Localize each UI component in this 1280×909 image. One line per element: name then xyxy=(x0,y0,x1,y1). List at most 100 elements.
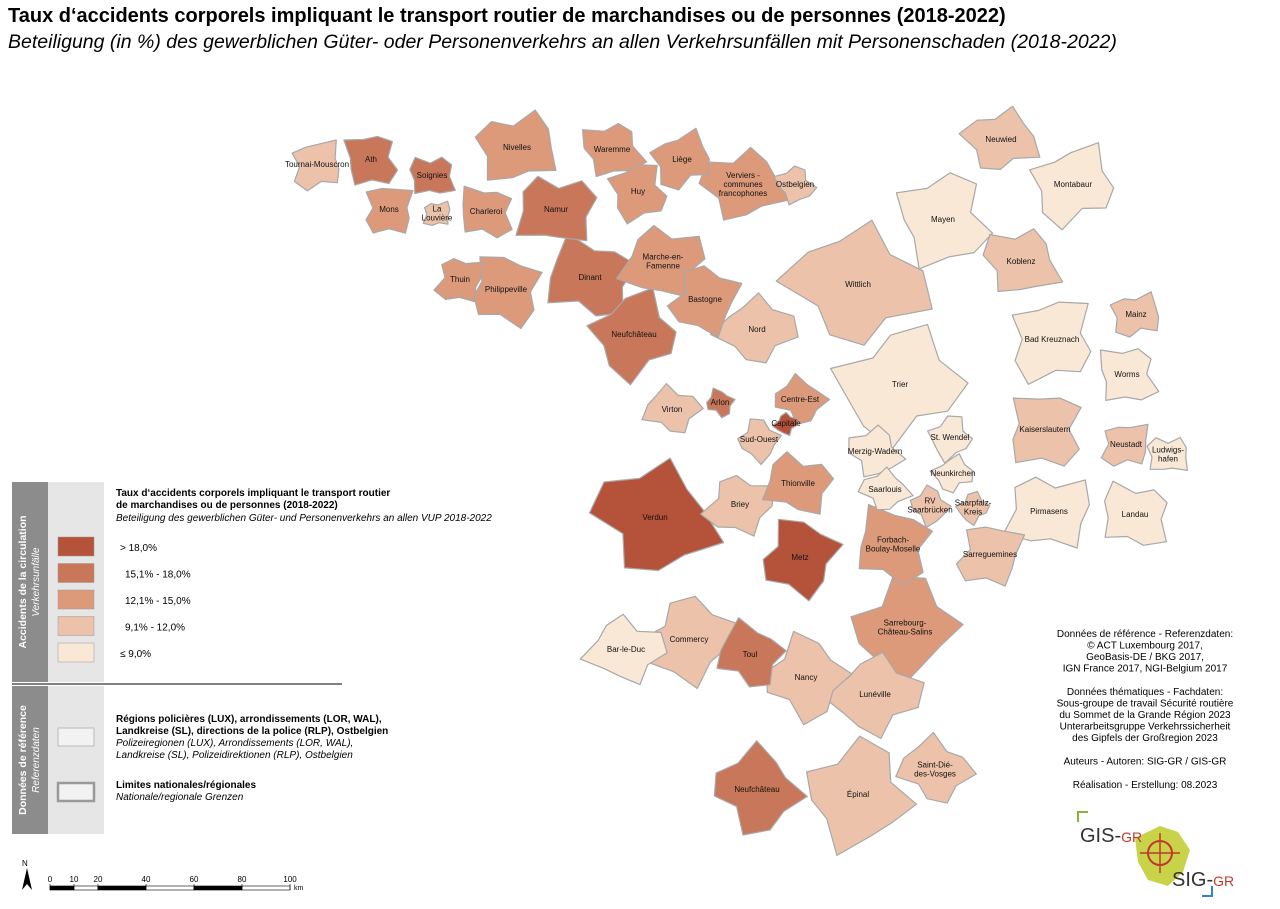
region-label: Saarlouis xyxy=(868,485,901,494)
region xyxy=(929,453,974,494)
source-line: du Sommet de la Grande Région 2023 xyxy=(1059,710,1231,721)
legend-ref-label-de: Polizeiregionen (LUX), Arrondissements (… xyxy=(116,738,353,749)
legend-side xyxy=(12,686,48,834)
region xyxy=(762,518,844,602)
region xyxy=(954,490,991,527)
region-label: Arlon xyxy=(711,398,730,407)
region-label: RV Saarbrücken xyxy=(907,497,952,515)
region xyxy=(848,424,907,478)
region-label: Sud-Ouest xyxy=(740,435,779,444)
legend-ref-label-de: Nationale/regionale Grenzen xyxy=(116,792,244,803)
region xyxy=(547,232,638,317)
scale-segment xyxy=(73,885,99,891)
region-label: Dinant xyxy=(578,273,602,282)
region-label: Nancy xyxy=(795,673,818,682)
region xyxy=(649,127,710,191)
legend-section: Accidents de la circulation xyxy=(17,515,29,648)
region-label: Huy xyxy=(631,187,645,196)
legend-swatch xyxy=(57,642,95,663)
region-label: Verdun xyxy=(642,513,667,522)
region-label: Bad Kreuznach xyxy=(1025,335,1080,344)
region-label: Capitale xyxy=(771,419,801,428)
logo-corner xyxy=(1202,886,1213,897)
region-label: Ludwigs-hafen xyxy=(1152,446,1184,464)
source-line: Réalisation - Erstellung: 08.2023 xyxy=(1073,780,1218,791)
legend-section-de: Verkehrsunfälle xyxy=(31,547,42,617)
scale-label: 20 xyxy=(94,875,103,884)
region-label: Liège xyxy=(672,155,692,164)
legend-section-de: Referenzdaten xyxy=(31,727,42,793)
region-label: Thionville xyxy=(781,479,815,488)
region xyxy=(716,617,787,688)
source-line: © ACT Luxembourg 2017, xyxy=(1087,641,1203,652)
legend-ref-label: Landkreise (SL), directions de la police… xyxy=(116,726,388,737)
logo: GIS-GR SIG-GR xyxy=(1077,811,1234,897)
region-label: Nivelles xyxy=(503,143,531,152)
region xyxy=(588,457,725,572)
legend-ref-label: Limites nationales/régionales xyxy=(116,780,256,791)
region-label: Sarrebourg-Château-Salins xyxy=(878,619,933,637)
scale-label: 80 xyxy=(238,875,247,884)
region xyxy=(1103,480,1168,546)
logo-text: GR xyxy=(1213,873,1234,889)
region-label: Worms xyxy=(1114,370,1139,379)
region-labels: Verdun Épinal Trier Wittlich Neufchâteau Sarr… xyxy=(285,135,1184,799)
subtitle: Beteiligung (in %) des gewerblichen Güte… xyxy=(8,31,1117,53)
region-label: Bastogne xyxy=(688,295,722,304)
region-label: Lunéville xyxy=(859,690,891,699)
region xyxy=(1109,291,1160,338)
region-label: Kaiserslautern xyxy=(1019,425,1070,434)
region xyxy=(895,172,994,270)
region-label: Waremme xyxy=(594,145,631,154)
region xyxy=(857,466,914,511)
region-label: Verviers -communes francophones xyxy=(719,171,767,198)
region xyxy=(1011,301,1092,385)
logo-text: GR xyxy=(1121,829,1142,845)
region-label: Thuin xyxy=(450,275,470,284)
region-label: Trier xyxy=(892,380,908,389)
region xyxy=(761,451,835,515)
legend-side xyxy=(12,482,48,682)
scale-segment xyxy=(193,885,243,891)
region-label: Sarreguemines xyxy=(963,550,1017,559)
region-label: Virton xyxy=(662,405,683,414)
region xyxy=(581,122,648,178)
source-line: Unterarbeitsgruppe Verkehrssicherheit xyxy=(1060,722,1231,733)
region-label: Wittlich xyxy=(845,280,871,289)
sources: Données de référence - Referenzdaten:© A… xyxy=(1057,629,1234,791)
region-label: Mayen xyxy=(931,215,955,224)
region-label: Nord xyxy=(748,325,765,334)
scale-label: 100 xyxy=(283,875,297,884)
logo-text: SIG-GR xyxy=(1172,869,1234,891)
region xyxy=(829,323,969,450)
legend-swatch xyxy=(57,563,95,583)
region xyxy=(515,175,598,242)
region-label: Centre-Est xyxy=(781,395,820,404)
region xyxy=(1002,476,1091,549)
region-label: Merzig-Wadern xyxy=(848,447,902,456)
region-label: Neunkirchen xyxy=(931,469,976,478)
region-label: Tournai-Mouscron xyxy=(285,160,349,169)
region xyxy=(909,484,952,529)
region xyxy=(606,164,668,225)
logo-text: SIG- xyxy=(1172,869,1213,891)
region xyxy=(422,200,451,226)
scale-segment xyxy=(97,885,147,891)
region xyxy=(958,105,1041,170)
region-label: Bar-le-Duc xyxy=(607,645,645,654)
source-line: Données thématiques - Fachdaten: xyxy=(1067,687,1223,698)
region xyxy=(713,740,808,836)
region xyxy=(586,287,677,386)
region xyxy=(805,735,918,857)
legend-reference: Régions policières (LUX), arrondissement… xyxy=(116,714,388,803)
region xyxy=(433,258,485,303)
region xyxy=(1099,348,1160,401)
region xyxy=(409,156,456,195)
region-label: Soignies xyxy=(417,171,448,180)
legend-title: de marchandises ou de personnes (2018-20… xyxy=(116,500,338,511)
scale-label: 0 xyxy=(48,875,53,884)
region xyxy=(982,228,1064,292)
